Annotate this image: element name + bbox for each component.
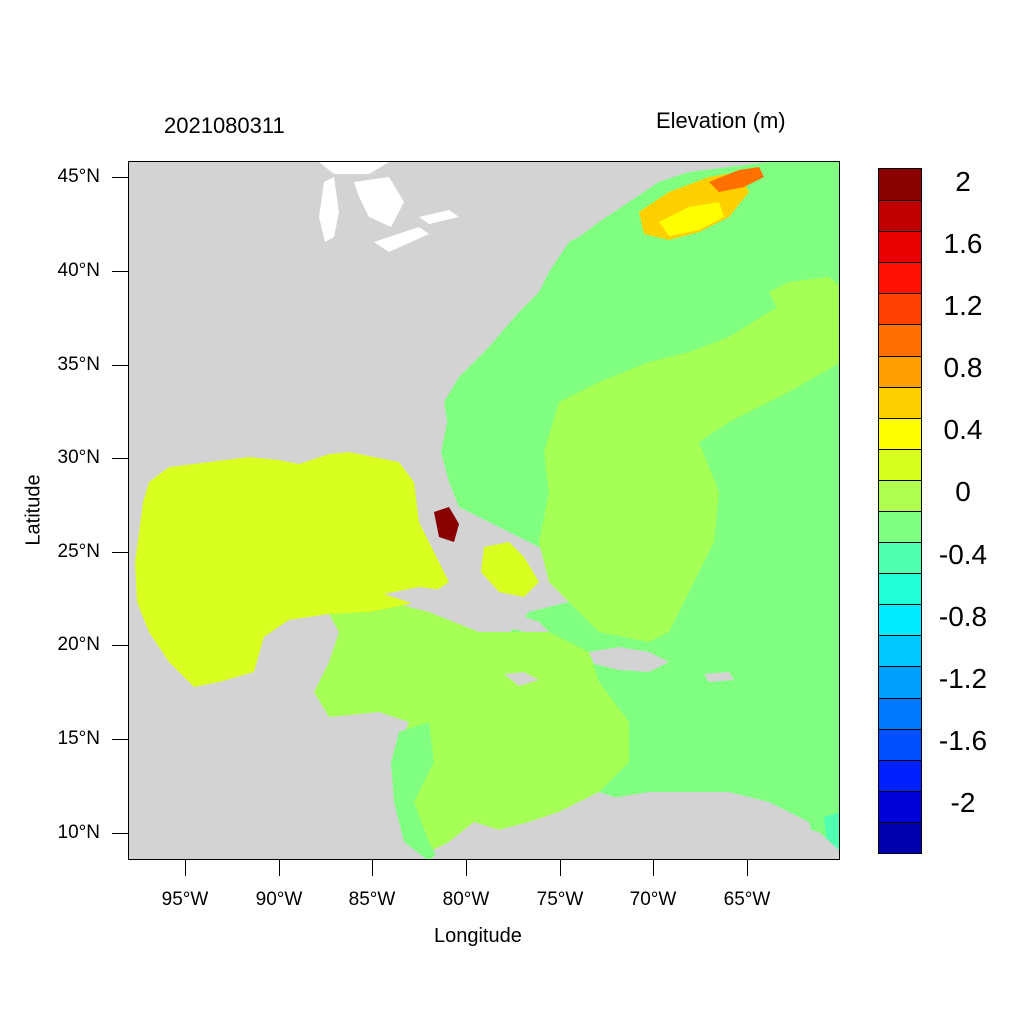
colorbar-box <box>879 511 921 543</box>
colorbar-box <box>879 821 921 853</box>
colorbar-label: -1.6 <box>938 725 988 757</box>
ytick-label-10: 10°N <box>57 822 100 843</box>
ytick-label-30: 30°N <box>57 447 100 468</box>
colorbar-box <box>879 697 921 729</box>
colorbar-box <box>879 200 921 232</box>
jamaica-land <box>504 672 539 686</box>
xtick-90w <box>279 860 280 876</box>
puerto-rico-land <box>704 672 734 682</box>
ytick-20 <box>112 645 128 646</box>
xtick-70w <box>653 860 654 876</box>
lake-michigan <box>319 177 339 242</box>
colorbar-box <box>879 355 921 387</box>
colorbar-label: -1.2 <box>938 663 988 694</box>
north-america-land <box>129 162 629 562</box>
xtick-label-80w: 80°W <box>442 889 490 910</box>
map-date-title: 2021080311 <box>164 113 285 138</box>
yucatan-land <box>254 614 339 702</box>
xtick-label-90w: 90°W <box>255 889 303 910</box>
colorbar-label: -2 <box>950 787 976 819</box>
xtick-label-70w: 70°W <box>629 889 677 910</box>
lake-superior <box>319 162 389 174</box>
lake-ontario <box>419 210 459 224</box>
colorbar-box <box>879 293 921 325</box>
colorbar <box>878 168 922 854</box>
colorbar-label: 2 <box>955 165 971 197</box>
florida-surge <box>434 507 459 542</box>
colorbar-box <box>879 573 921 605</box>
colorbar-box <box>879 262 921 294</box>
colorbar-label: 0.8 <box>943 352 983 384</box>
colorbar-box <box>879 635 921 667</box>
x-axis-label: Longitude <box>434 925 522 947</box>
ytick-35 <box>112 365 128 366</box>
atlantic-positive-region <box>539 292 839 642</box>
xtick-75w <box>560 860 561 876</box>
bay-of-fundy-high <box>709 167 764 192</box>
xtick-85w <box>372 860 373 876</box>
gulf-of-mexico <box>135 452 449 687</box>
gulf-of-maine-peak <box>659 202 724 236</box>
map-svg <box>129 162 839 859</box>
colorbar-label: 0 <box>955 476 971 508</box>
ytick-25 <box>112 552 128 553</box>
ytick-label-25: 25°N <box>57 541 100 562</box>
colorbar-label: 1.6 <box>943 227 983 259</box>
variable-title: Elevation (m) <box>656 108 786 133</box>
cuba-land <box>384 587 549 632</box>
colorbar-box <box>879 728 921 760</box>
ytick-10 <box>112 833 128 834</box>
south-america-land <box>431 792 839 859</box>
caribbean-sea <box>314 592 629 852</box>
colorbar-box <box>879 386 921 418</box>
ytick-45 <box>112 177 128 178</box>
xtick-95w <box>185 860 186 876</box>
colorbar-label: 0.4 <box>943 414 983 446</box>
colorbar-box <box>879 542 921 574</box>
xtick-80w <box>466 860 467 876</box>
xtick-label-85w: 85°W <box>348 889 396 910</box>
colorbar-label: 1.2 <box>943 289 983 321</box>
lake-erie <box>374 227 429 252</box>
y-axis-label: Latitude <box>22 474 45 546</box>
colorbar-box <box>879 479 921 511</box>
ytick-30 <box>112 458 128 459</box>
colorbar-box <box>879 790 921 822</box>
ytick-40 <box>112 271 128 272</box>
ytick-label-20: 20°N <box>57 634 100 655</box>
ytick-label-35: 35°N <box>57 354 100 375</box>
colorbar-box <box>879 666 921 698</box>
colorbar-box <box>879 231 921 263</box>
xtick-label-65w: 65°W <box>723 889 771 910</box>
colorbar-box <box>879 604 921 636</box>
colorbar-box <box>879 324 921 356</box>
xtick-label-95w: 95°W <box>161 889 209 910</box>
hispaniola-land <box>589 647 669 672</box>
colorbar-box <box>879 759 921 791</box>
colorbar-box <box>879 417 921 449</box>
atlantic-northeast-positive <box>769 277 839 362</box>
ytick-label-15: 15°N <box>57 728 100 749</box>
ytick-label-45: 45°N <box>57 166 100 187</box>
bahamas-bank <box>481 542 539 597</box>
ytick-15 <box>112 739 128 740</box>
caribbean-southwest <box>391 722 438 859</box>
xtick-65w <box>747 860 748 876</box>
colorbar-box <box>879 448 921 480</box>
lake-huron <box>354 177 404 227</box>
central-america-land <box>129 702 343 859</box>
colorbar-label: -0.8 <box>938 600 988 632</box>
colorbar-box <box>879 169 921 201</box>
ytick-label-40: 40°N <box>57 260 100 281</box>
xtick-label-75w: 75°W <box>536 889 584 910</box>
map-plot-area <box>128 161 840 860</box>
colorbar-label: -0.4 <box>938 538 988 570</box>
